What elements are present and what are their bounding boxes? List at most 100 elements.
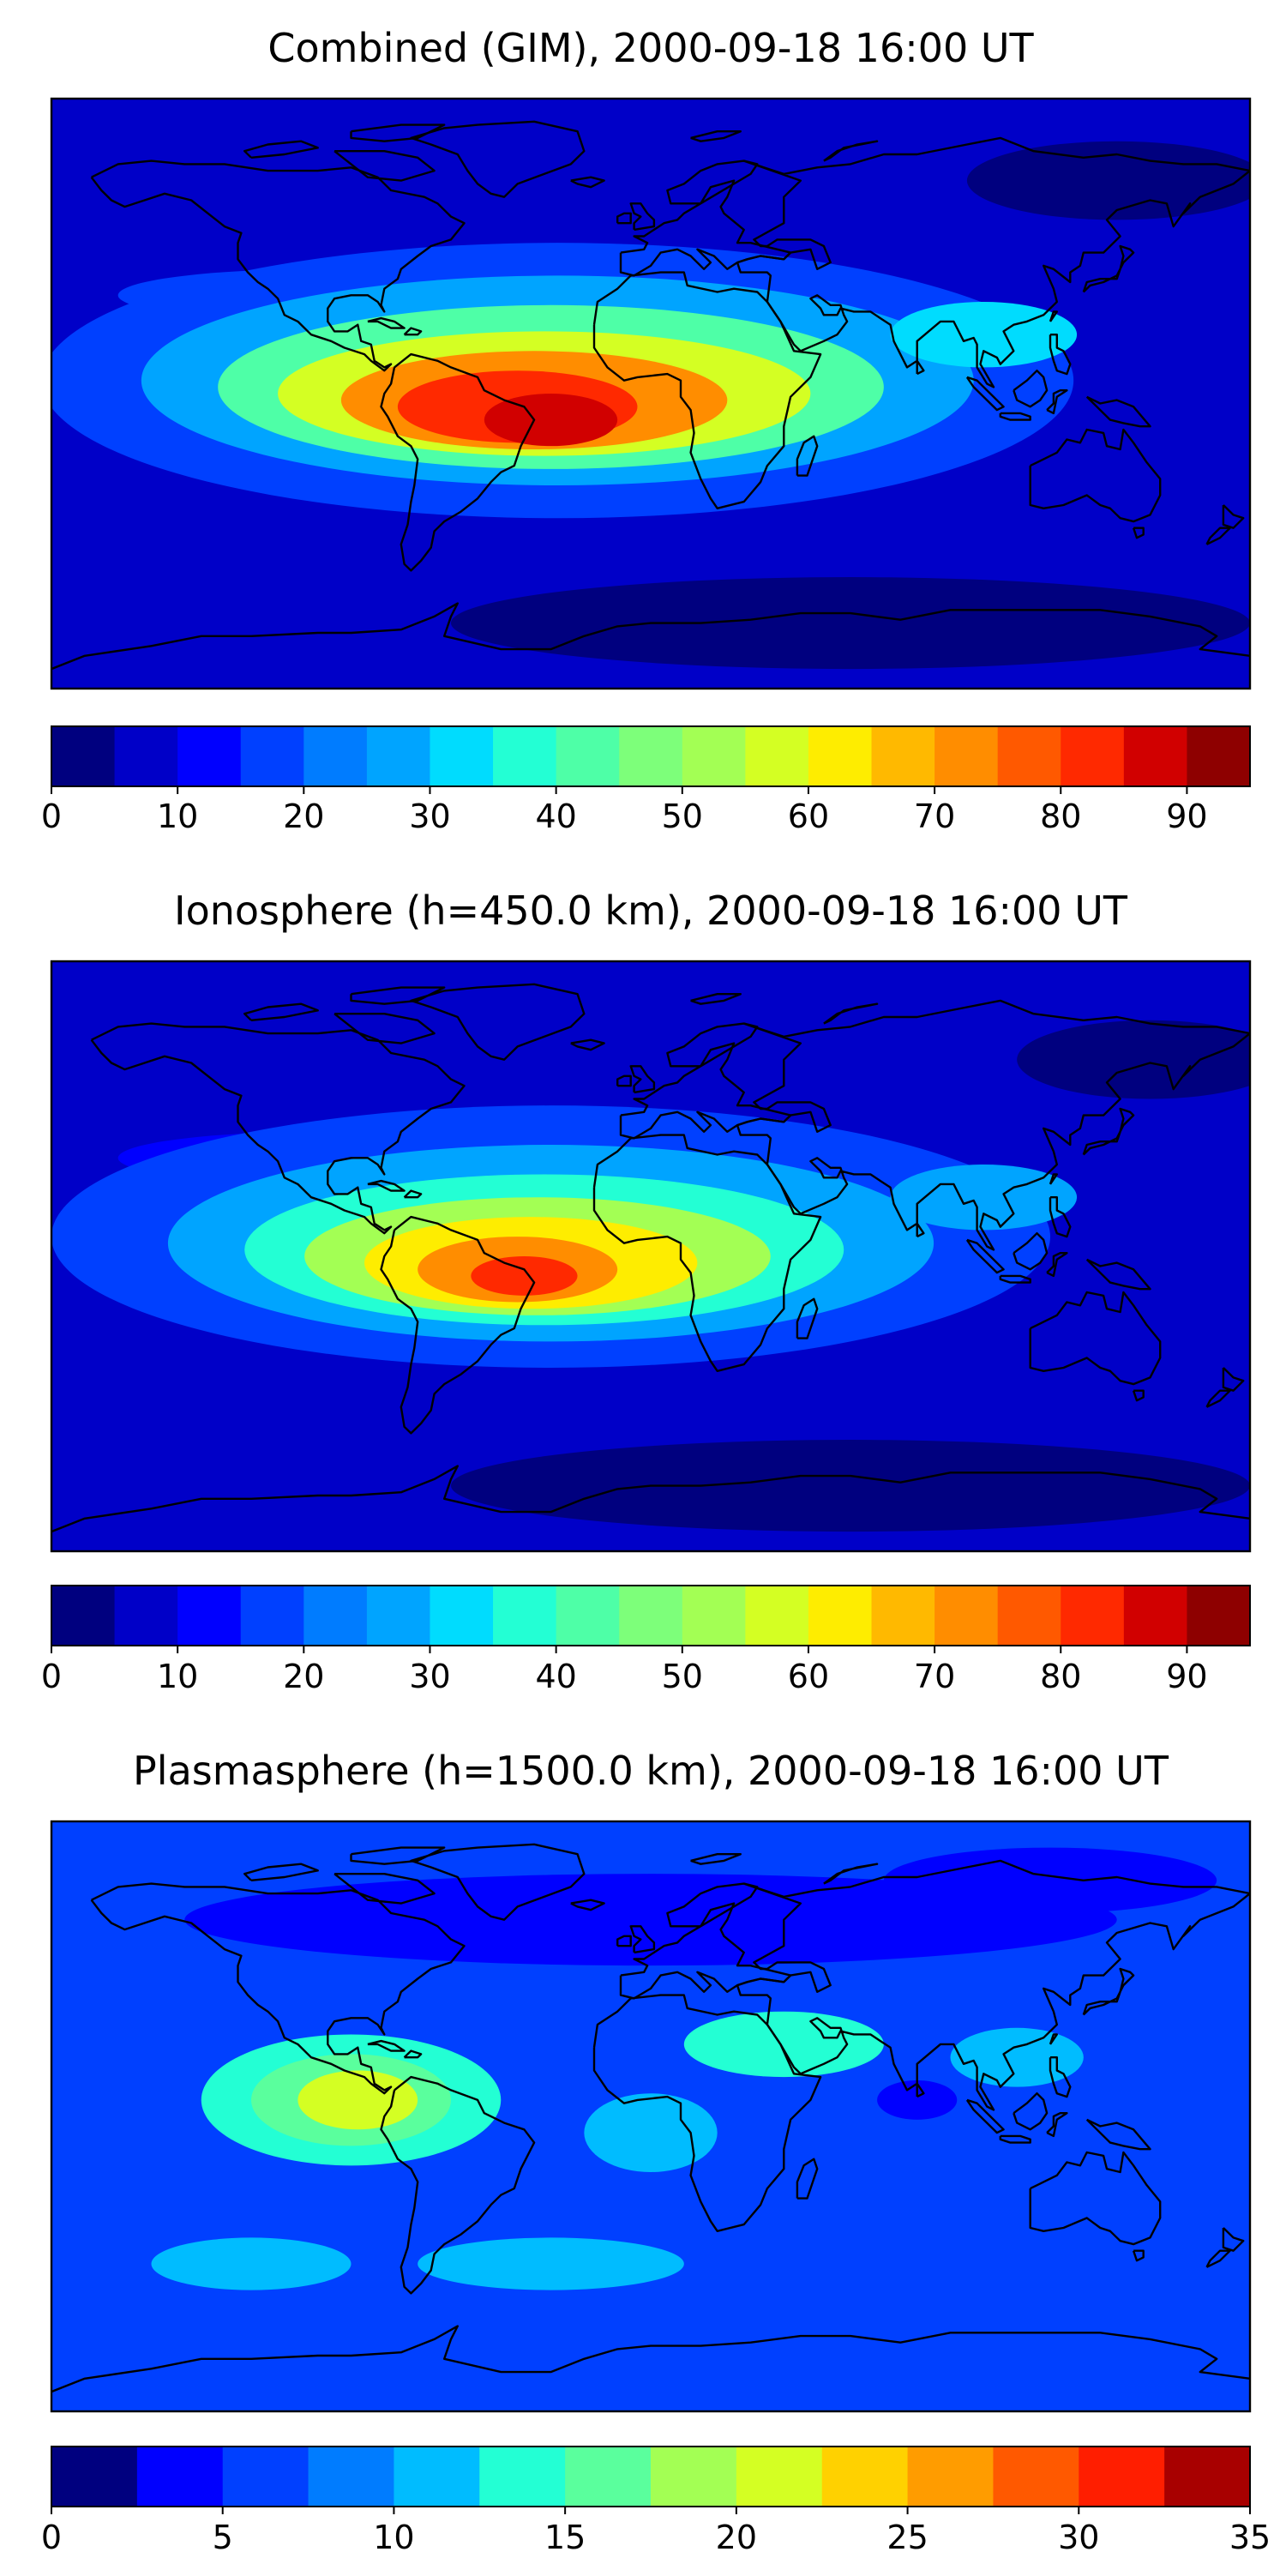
coastline <box>619 1882 792 2000</box>
coastline <box>616 1935 632 1947</box>
coastline <box>1049 1195 1072 1238</box>
coastline <box>629 202 656 232</box>
map-field <box>51 99 1250 689</box>
coastline <box>367 316 406 329</box>
coastline <box>403 1189 423 1199</box>
colorbar-segment <box>303 726 368 786</box>
coastline <box>334 1872 436 1905</box>
coastline <box>1013 370 1049 408</box>
coastline <box>1029 2151 1162 2246</box>
panel-title: Combined (GIM), 2000-09-18 16:00 UT <box>267 25 1034 71</box>
coastline <box>1222 2227 1245 2252</box>
colorbar-segment <box>308 2447 395 2507</box>
coastline <box>736 1859 1250 2111</box>
coastline <box>90 1022 466 1235</box>
coastline <box>570 176 605 189</box>
coastline <box>592 1134 822 1373</box>
colorbar-segment <box>1164 2447 1251 2507</box>
coastline <box>916 359 925 376</box>
coastline <box>403 2049 423 2059</box>
coastline <box>380 1215 536 1435</box>
colorbar-tick-label: 90 <box>1166 797 1207 835</box>
colorbar-segment <box>907 2447 995 2507</box>
coastline <box>1205 527 1231 545</box>
colorbar-segment <box>493 726 557 786</box>
colorbar-segment <box>114 1586 178 1646</box>
coastline <box>916 2082 925 2098</box>
contour-region <box>451 577 1250 670</box>
coastline <box>1205 2249 1231 2268</box>
colorbar-segment <box>51 1586 116 1646</box>
coastline <box>380 352 536 572</box>
colorbar-segment <box>871 726 935 786</box>
colorbar-segment <box>493 1586 557 1646</box>
colorbar-tick-label: 30 <box>1058 2519 1099 2556</box>
coastline <box>999 1274 1031 1284</box>
coastline <box>619 1022 792 1140</box>
coastline <box>736 136 1250 388</box>
coastline <box>1222 1367 1245 1392</box>
coastline <box>380 2075 536 2295</box>
colorbar-tick-label: 0 <box>41 2519 62 2556</box>
coastline <box>823 1002 879 1025</box>
coastline <box>1049 2033 1059 2045</box>
coastline <box>1013 1231 1049 1271</box>
coastline <box>690 1852 742 1865</box>
contour-region <box>584 2093 718 2172</box>
colorbar-tick-label: 0 <box>41 1658 62 1695</box>
colorbar-segment <box>934 726 999 786</box>
coastline <box>1046 389 1068 415</box>
coastline <box>1046 2111 1068 2138</box>
colorbar-segment <box>51 726 116 786</box>
coastline <box>796 435 819 477</box>
colorbar-tick-label: 60 <box>788 1658 829 1695</box>
colorbar-tick-label: 50 <box>662 1658 703 1695</box>
map-frame <box>50 1820 1252 2413</box>
contour-region <box>184 1874 1117 1966</box>
colorbar-segment <box>682 726 746 786</box>
colorbar-tick-label: 5 <box>213 2519 233 2556</box>
colorbar-segment <box>240 726 304 786</box>
contour-region <box>418 2237 684 2290</box>
contour-region <box>890 301 1078 368</box>
coastline <box>999 412 1031 421</box>
map-field <box>51 961 1250 1551</box>
contour-region <box>471 1256 578 1296</box>
coastline <box>690 129 742 142</box>
colorbar-segment <box>51 2447 138 2507</box>
panel-title: Plasmasphere (h=1500.0 km), 2000-09-18 1… <box>133 1748 1169 1794</box>
coastline <box>965 1238 1005 1274</box>
coastline <box>1013 2091 1049 2131</box>
colorbar: 0 10 20 30 40 50 60 70 80 90 <box>41 1585 1251 1695</box>
coastline <box>1132 2249 1145 2262</box>
coastline <box>1049 2055 1072 2098</box>
coastline <box>350 986 446 1005</box>
colorbar-segment <box>745 1586 809 1646</box>
panel-title: Ionosphere (h=450.0 km), 2000-09-18 16:0… <box>174 888 1128 934</box>
coastline <box>999 2134 1031 2144</box>
coastline <box>1222 504 1245 529</box>
coastline <box>1085 2118 1151 2151</box>
colorbar-segment <box>619 1586 683 1646</box>
colorbar-tick-label: 25 <box>886 2519 928 2556</box>
panel-2: Ionosphere (h=450.0 km), 2000-09-18 16:0… <box>41 888 1252 1695</box>
coastline <box>1082 1967 1135 2016</box>
coastline <box>410 983 586 1061</box>
colorbar-segment <box>808 726 873 786</box>
colorbar-tick-label: 60 <box>788 797 829 835</box>
coastline <box>1082 244 1135 293</box>
colorbar-segment <box>997 726 1061 786</box>
colorbar-tick-label: 30 <box>409 797 450 835</box>
colorbar-segment <box>556 1586 620 1646</box>
colorbar: 0 10 20 30 40 50 60 70 80 90 <box>41 725 1251 835</box>
colorbar-segment <box>682 1586 746 1646</box>
colorbar-segment <box>136 2447 224 2507</box>
coastline <box>616 212 632 225</box>
colorbar-segment <box>430 1586 494 1646</box>
colorbar: 0 5 10 15 20 25 30 35 <box>41 2446 1271 2556</box>
map-field <box>51 1821 1250 2411</box>
colorbar-tick-label: 50 <box>662 797 703 835</box>
contour-region <box>297 2070 418 2130</box>
